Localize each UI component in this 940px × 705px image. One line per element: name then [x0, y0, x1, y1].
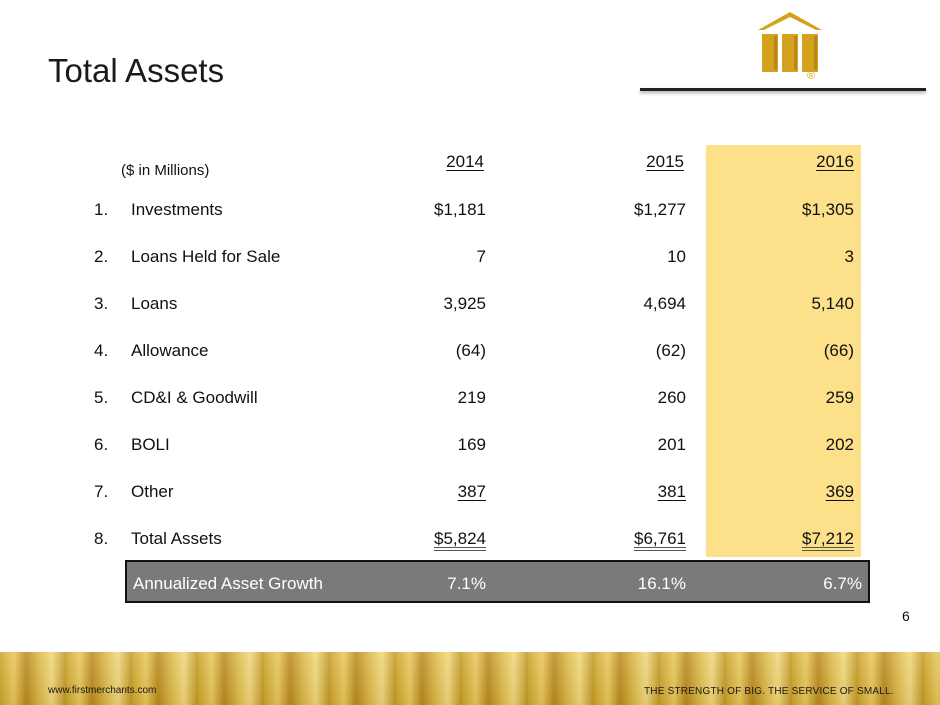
- row-label: Investments: [131, 200, 223, 219]
- row-number: 6.: [94, 435, 109, 454]
- value-2016: 202: [825, 435, 854, 454]
- row-label: Other: [131, 482, 174, 501]
- table-row: 5. CD&I & Goodwill 219 260 259: [0, 388, 940, 412]
- row-number: 5.: [94, 388, 109, 407]
- value-2014: $1,181: [434, 200, 486, 219]
- table-row: 4. Allowance (64) (62) (66): [0, 341, 940, 365]
- row-label: Allowance: [131, 341, 209, 360]
- growth-2015: 16.1%: [637, 574, 686, 593]
- value-2015: (62): [655, 341, 686, 360]
- registered-mark: ®: [807, 70, 816, 82]
- growth-2014: 7.1%: [447, 574, 486, 593]
- page-number: 6: [902, 608, 910, 624]
- value-2016: 369: [825, 482, 854, 501]
- value-2014: (64): [455, 341, 486, 360]
- page-title: Total Assets: [48, 52, 225, 89]
- highlight-column-2016: [706, 145, 861, 557]
- value-2014: 387: [457, 482, 486, 501]
- value-2014: 169: [457, 435, 486, 454]
- footer-url[interactable]: www.firstmerchants.com: [48, 685, 157, 696]
- row-label: Loans: [131, 294, 178, 313]
- row-label: CD&I & Goodwill: [131, 388, 258, 407]
- table-row: 6. BOLI 169 201 202: [0, 435, 940, 459]
- value-2015: 10: [667, 247, 686, 266]
- value-2016: (66): [823, 341, 854, 360]
- company-logo-icon: [758, 12, 822, 72]
- year-header-2014: 2014: [446, 152, 484, 171]
- value-2015: 201: [657, 435, 686, 454]
- value-2016: 259: [825, 388, 854, 407]
- value-2016: $1,305: [802, 200, 854, 219]
- value-2015: $1,277: [634, 200, 686, 219]
- growth-summary-bar: Annualized Asset Growth 7.1% 16.1% 6.7%: [125, 560, 870, 603]
- row-number: 2.: [94, 247, 109, 266]
- value-2014: 7: [476, 247, 486, 266]
- value-2015: 260: [657, 388, 686, 407]
- value-2015: 4,694: [643, 294, 686, 313]
- row-number: 3.: [94, 294, 109, 313]
- row-number: 4.: [94, 341, 109, 360]
- row-label: Total Assets: [131, 529, 222, 548]
- table-row-total: 8. Total Assets $5,824 $6,761 $7,212: [0, 529, 940, 553]
- year-header-2016: 2016: [816, 152, 854, 171]
- footer-banner: [0, 652, 940, 705]
- row-label: BOLI: [131, 435, 170, 454]
- footer-banner-overlay: [0, 652, 940, 705]
- value-2015: $6,761: [634, 529, 686, 548]
- row-number: 1.: [94, 200, 109, 219]
- row-number: 8.: [94, 529, 109, 548]
- year-header-2015: 2015: [646, 152, 684, 171]
- value-2016: 3: [844, 247, 854, 266]
- growth-2016: 6.7%: [823, 574, 862, 593]
- table-row: 1. Investments $1,181 $1,277 $1,305: [0, 200, 940, 224]
- value-2015: 381: [657, 482, 686, 501]
- header-rule: [640, 88, 926, 91]
- value-2014: 219: [457, 388, 486, 407]
- table-row: 2. Loans Held for Sale 7 10 3: [0, 247, 940, 271]
- row-number: 7.: [94, 482, 109, 501]
- value-2016: $7,212: [802, 529, 854, 548]
- table-row: 3. Loans 3,925 4,694 5,140: [0, 294, 940, 318]
- growth-label: Annualized Asset Growth: [133, 574, 323, 593]
- footer-tagline: THE STRENGTH OF BIG. THE SERVICE OF SMAL…: [644, 686, 894, 697]
- value-2014: $5,824: [434, 529, 486, 548]
- value-2014: 3,925: [443, 294, 486, 313]
- units-label: ($ in Millions): [121, 162, 210, 179]
- row-label: Loans Held for Sale: [131, 247, 281, 266]
- table-row: 7. Other 387 381 369: [0, 482, 940, 506]
- value-2016: 5,140: [811, 294, 854, 313]
